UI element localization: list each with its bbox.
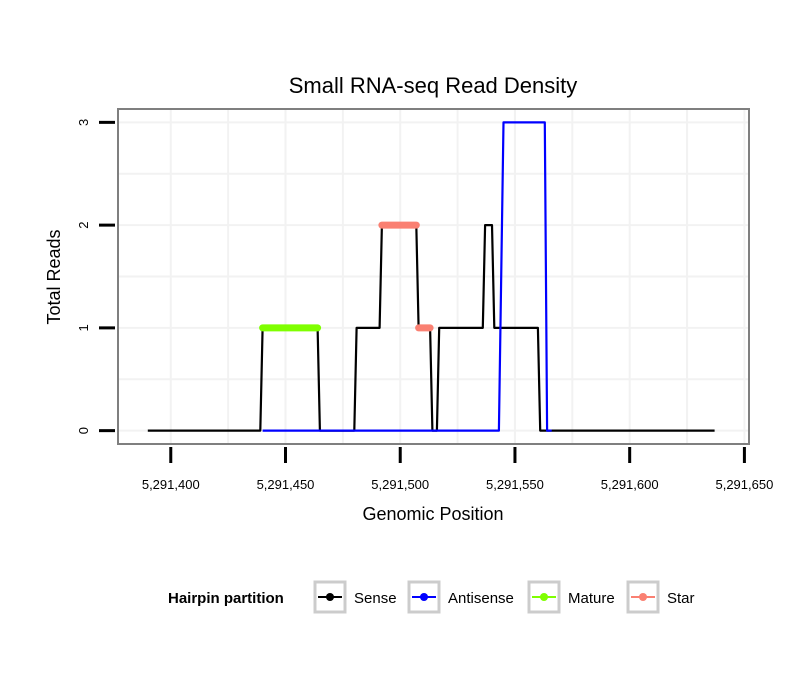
x-tick-label: 5,291,450 (257, 477, 315, 492)
x-axis-title: Genomic Position (362, 504, 503, 524)
y-tick-label: 0 (76, 427, 91, 434)
legend-label-antisense: Antisense (448, 590, 514, 607)
y-axis: 0 1 2 3 (76, 119, 115, 434)
x-tick-label: 5,291,650 (715, 477, 773, 492)
legend-item-mature: Mature (527, 580, 615, 614)
legend-dot-sense (326, 593, 334, 601)
legend-title: Hairpin partition (168, 590, 284, 607)
legend-item-antisense: Antisense (407, 580, 514, 614)
series-lines (147, 121, 715, 432)
x-tick-label: 5,291,400 (142, 477, 200, 492)
legend-item-sense: Sense (313, 580, 397, 614)
y-axis-title: Total Reads (44, 229, 64, 324)
legend-label-sense: Sense (354, 590, 397, 607)
legend-label-star: Star (667, 590, 695, 607)
y-tick-label: 3 (76, 119, 91, 126)
series-antisense (262, 121, 552, 432)
legend-dot-star (639, 593, 647, 601)
y-tick-label: 1 (76, 324, 91, 331)
legend-dot-antisense (420, 593, 428, 601)
x-axis: 5,291,400 5,291,450 5,291,500 5,291,550 5,29… (142, 447, 773, 492)
legend: Hairpin partition Sense Antisense Mature… (168, 580, 695, 614)
chart-title: Small RNA-seq Read Density (289, 73, 578, 98)
x-tick-label: 5,291,600 (601, 477, 659, 492)
x-tick-label: 5,291,550 (486, 477, 544, 492)
plot-border (117, 108, 750, 445)
legend-label-mature: Mature (568, 590, 615, 607)
legend-item-star: Star (626, 580, 695, 614)
x-tick-label: 5,291,500 (371, 477, 429, 492)
legend-dot-mature (540, 593, 548, 601)
y-tick-label: 2 (76, 221, 91, 228)
